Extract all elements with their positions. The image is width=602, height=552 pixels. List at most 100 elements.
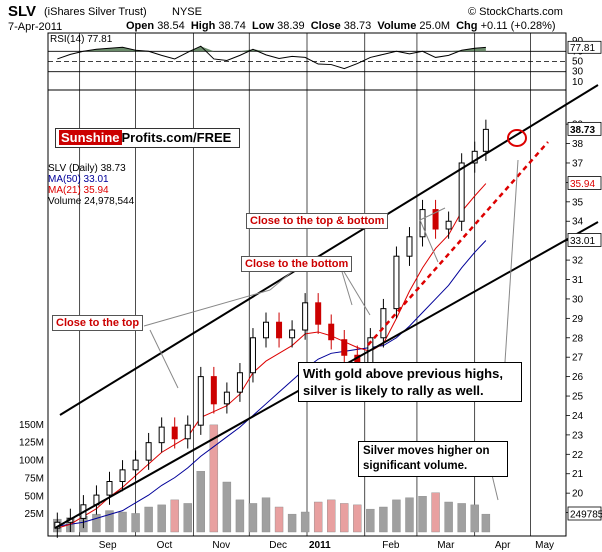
- x-tick-label: Feb: [382, 540, 400, 551]
- price-tick-label: 24: [572, 411, 584, 422]
- price-tick-label: 23: [572, 430, 584, 441]
- support-trend-line: [367, 141, 549, 346]
- rsi-overbought-fill: [57, 46, 486, 52]
- candle-body: [223, 391, 230, 405]
- value-badge: [567, 121, 602, 136]
- close-value: 38.73: [343, 20, 372, 32]
- volume-bar: [444, 501, 453, 533]
- ma21-line: [57, 183, 487, 529]
- candle-body: [380, 308, 387, 339]
- value-badge-label: 38.73: [570, 125, 595, 136]
- volume-bar: [105, 510, 114, 533]
- volume-bar: [248, 503, 258, 533]
- volume-bar: [131, 513, 140, 533]
- legend-volume: Volume 24,978,544: [48, 196, 134, 207]
- copyright[interactable]: © StockCharts.com: [468, 6, 563, 18]
- volume-bar: [405, 497, 414, 533]
- high-value: 38.74: [218, 20, 246, 32]
- candle-body: [315, 302, 322, 325]
- volume-bar: [235, 499, 245, 533]
- x-tick-label: Oct: [157, 540, 173, 551]
- candle-body: [171, 426, 178, 440]
- volume-tick-label: 75M: [25, 473, 44, 484]
- candle-body: [289, 329, 296, 339]
- candle-body: [119, 469, 126, 483]
- sunshine-banner[interactable]: Sunshine Profits.com/FREE: [55, 128, 240, 148]
- volume-tick-label: 125M: [19, 438, 44, 449]
- price-tick-label: 31: [572, 275, 584, 286]
- candle-body: [482, 128, 489, 152]
- rsi-tick-label: 50: [572, 57, 584, 68]
- target-circle: [507, 129, 527, 147]
- candle-body: [393, 255, 400, 310]
- callout-pointer: [419, 219, 439, 263]
- volume-bar: [118, 511, 127, 533]
- volume-bar: [287, 513, 297, 533]
- price-tick-label: 35: [572, 197, 584, 208]
- candle-body: [471, 150, 478, 164]
- candle-body: [210, 376, 217, 405]
- volume-label: Volume: [377, 20, 417, 32]
- value-badge-label: 35.94: [570, 179, 595, 190]
- price-tick-label: 34: [572, 217, 584, 228]
- annotation-close-top-bottom: Close to the top & bottom: [246, 213, 389, 229]
- candle-body: [184, 424, 191, 440]
- close-label: Close: [310, 20, 341, 32]
- price-tick-label: 28: [572, 333, 584, 344]
- volume-bar: [274, 506, 284, 533]
- callout-pointer: [149, 329, 179, 389]
- candle-body: [276, 321, 283, 339]
- volume-bar: [431, 492, 440, 533]
- rsi-line: [57, 45, 486, 70]
- open-label: Open: [126, 20, 155, 32]
- volume-bar: [353, 504, 362, 533]
- annotation-close-bottom: Close to the bottom: [241, 256, 353, 272]
- volume-bar: [92, 513, 101, 533]
- candle-body: [302, 302, 309, 331]
- volume-tick-label: 25M: [25, 509, 44, 520]
- price-tick-label: 37: [572, 158, 584, 169]
- volume-tick-label: 100M: [19, 456, 44, 467]
- symbol: SLV: [8, 3, 37, 20]
- low-value: 38.39: [277, 20, 305, 32]
- x-tick-label: Dec: [269, 540, 287, 551]
- x-tick-label: 2011: [309, 540, 331, 551]
- low-label: Low: [252, 20, 275, 32]
- candle-body: [249, 337, 256, 374]
- volume-bar: [457, 503, 466, 533]
- volume-bar: [170, 499, 179, 533]
- price-tick-label: 25: [572, 392, 584, 403]
- candle-body: [158, 426, 165, 444]
- x-tick-label: Apr: [495, 540, 511, 551]
- callout-pointer: [339, 264, 371, 316]
- value-badge-label: 24978544: [570, 510, 602, 521]
- value-badge: [567, 176, 602, 190]
- volume-bar: [340, 503, 349, 533]
- chg-value: +0.11 (+0.28%): [480, 20, 556, 32]
- candle-body: [263, 321, 270, 339]
- legend-ma50-label: MA(50) 33.01: [48, 174, 109, 185]
- volume-bar: [157, 504, 166, 533]
- legend-price-label: SLV (Daily) 38.73: [48, 163, 126, 174]
- volume-bar: [196, 471, 205, 533]
- volume-bar: [366, 508, 375, 533]
- candle-body: [406, 236, 413, 257]
- volume-bar: [392, 499, 401, 533]
- volume-bar: [209, 424, 219, 533]
- x-tick-label: Mar: [437, 540, 455, 551]
- ma50-line: [57, 240, 487, 527]
- price-tick-label: 21: [572, 469, 584, 480]
- price-tick-label: 27: [572, 353, 584, 364]
- price-tick-label: 20: [572, 489, 584, 500]
- annotation-close-top: Close to the top: [52, 315, 144, 331]
- volume-bar: [379, 506, 388, 533]
- banner-black-text: Profits.com/FREE: [121, 130, 232, 145]
- volume-bar: [327, 499, 336, 533]
- annotation-gold: With gold above previous highs, silver i…: [298, 362, 522, 402]
- exchange: NYSE: [172, 6, 202, 18]
- volume-bar: [300, 511, 310, 533]
- volume-tick-label: 50M: [25, 491, 44, 502]
- price-tick-label: 29: [572, 314, 584, 325]
- x-tick-label: May: [535, 540, 554, 551]
- value-badge: [567, 506, 602, 521]
